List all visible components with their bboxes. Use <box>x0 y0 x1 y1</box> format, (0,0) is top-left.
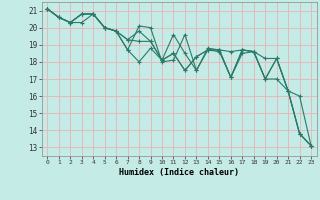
X-axis label: Humidex (Indice chaleur): Humidex (Indice chaleur) <box>119 168 239 177</box>
